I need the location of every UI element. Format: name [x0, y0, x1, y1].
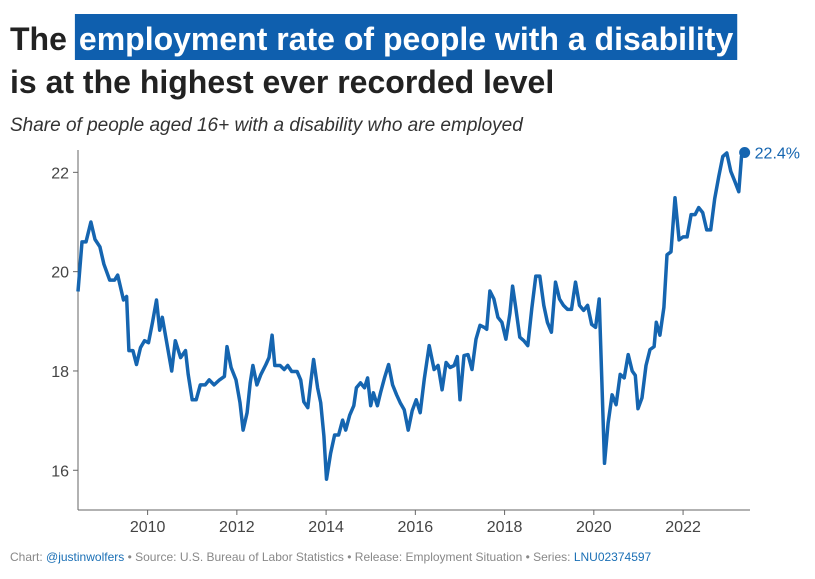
- y-tick-label: 22: [51, 165, 69, 182]
- footer: Chart: @justinwolfers • Source: U.S. Bur…: [10, 550, 652, 564]
- footer-link: LNU02374597: [574, 550, 652, 564]
- title-highlight: [74, 14, 738, 60]
- footer-link: @justinwolfers: [46, 550, 124, 564]
- footer-text: U.S. Bureau of Labor Statistics: [180, 550, 344, 564]
- end-point: [739, 146, 751, 158]
- x-tick-label: 2020: [576, 519, 612, 536]
- x-tick-label: 2018: [487, 519, 523, 536]
- title-part: The: [10, 21, 67, 57]
- x-tick-label: 2012: [219, 519, 255, 536]
- separator: •: [344, 550, 355, 564]
- y-tick-label: 20: [51, 265, 69, 282]
- subtitle: Share of people aged 16+ with a disabili…: [10, 115, 524, 136]
- x-tick-label: 2014: [308, 519, 344, 536]
- x-tick-label: 2022: [665, 519, 701, 536]
- footer-text: Employment Situation: [406, 550, 523, 564]
- x-tick-label: 2010: [130, 519, 166, 536]
- y-tick-label: 18: [51, 364, 69, 381]
- x-tick-label: 2016: [398, 519, 434, 536]
- end-label: 22.4%: [755, 145, 800, 162]
- footer-label: Source:: [135, 550, 176, 564]
- line: [76, 151, 746, 481]
- footer-label: Release:: [355, 550, 402, 564]
- footer-label: Chart:: [10, 550, 43, 564]
- separator: •: [522, 550, 533, 564]
- y-tick-label: 16: [51, 463, 69, 480]
- footer-label: Series:: [533, 550, 570, 564]
- title-part: is at the highest ever recorded level: [10, 64, 554, 100]
- separator: •: [124, 550, 135, 564]
- title-highlight-text: employment rate of people with a disabil…: [79, 21, 734, 57]
